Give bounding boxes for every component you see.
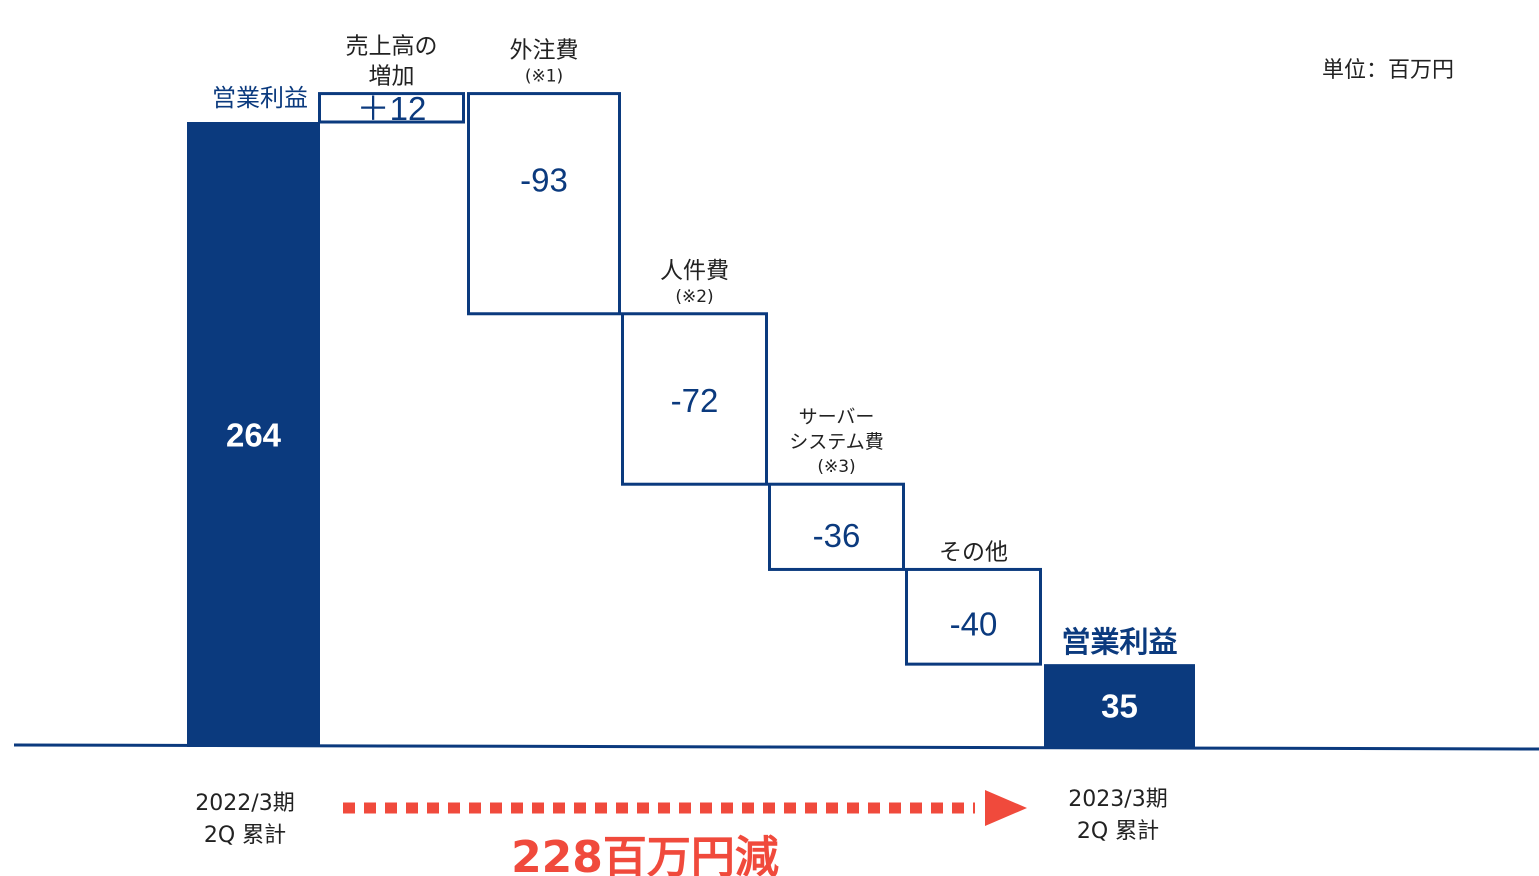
start-period-line2: 2Q 累計 (204, 823, 286, 848)
unit-label: 単位：百万円 (1322, 58, 1455, 83)
bar-category-label-6: 営業利益 (1061, 625, 1177, 659)
bar-note-4: (※3) (817, 457, 855, 477)
bar-value-label-0: 264 (226, 417, 282, 454)
bar-delta-4 (768, 482, 905, 571)
bar-value-label-5: -40 (950, 605, 998, 642)
decrease-summary: 228百万円減 (511, 832, 779, 876)
bar-category-label-4-line-0: サーバー (799, 406, 875, 428)
bar-category-label-3-line-0: 人件費 (660, 258, 729, 284)
bar-total-0 (187, 122, 320, 747)
bar-delta-2 (467, 92, 621, 316)
bar-total-6 (1044, 664, 1195, 747)
bar-delta-3 (621, 312, 768, 486)
bar-note-3: (※2) (675, 287, 713, 307)
bar-value-label-1: ＋12 (357, 90, 427, 127)
bar-category-label-5-line-0: その他 (939, 539, 1008, 565)
bar-delta-5 (905, 567, 1042, 666)
bar-value-label-3: -72 (671, 382, 719, 419)
end-period-line1: 2023/3期 (1068, 787, 1167, 812)
bar-note-2: (※1) (525, 67, 563, 87)
bar-category-label-1-line-0: 売上高の (346, 34, 438, 60)
start-period-line1: 2022/3期 (195, 791, 294, 816)
bar-value-label-4: -36 (813, 517, 861, 554)
end-period-line2: 2Q 累計 (1077, 819, 1159, 844)
decrease-arrow (343, 790, 1027, 826)
bar-delta-1 (318, 92, 465, 124)
bar-value-label-2: -93 (520, 162, 568, 199)
bar-category-label-4-line-1: システム費 (789, 431, 883, 453)
bar-category-label-0: 営業利益 (212, 84, 308, 112)
bar-value-label-6: 35 (1101, 688, 1138, 725)
bar-category-label-1-line-1: 増加 (369, 64, 415, 90)
bar-category-label-2-line-0: 外注費 (510, 38, 579, 64)
